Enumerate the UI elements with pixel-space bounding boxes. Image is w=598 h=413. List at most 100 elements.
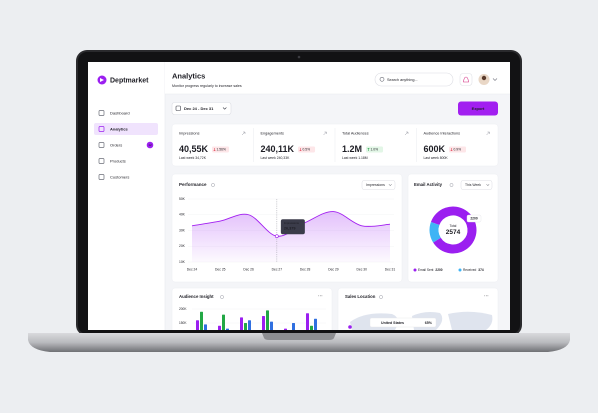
search-icon [379,77,385,82]
legend-label: Received [463,268,477,272]
bar [196,320,199,330]
x-tick-label: Dec 30 [356,267,367,271]
export-button[interactable] [458,101,498,116]
stat-label: Total Audiences [342,132,369,136]
donut-segment [429,221,441,243]
info-icon [220,295,224,299]
nav-item[interactable]: Analytics [110,126,129,131]
stat-change: 0.5% [303,148,311,152]
info-icon [211,183,215,187]
x-tick-label: Dec 28 [300,267,311,271]
bar [270,321,273,330]
brand-name: Deptmarket [110,77,149,84]
laptop-notch [262,333,336,340]
search-box[interactable] [374,72,454,87]
performance-filter[interactable] [361,180,396,190]
more-menu: ⋯ [318,293,323,299]
stat-label: Impressions [179,132,200,136]
legend-label: Email Sent [418,268,434,272]
bar [218,325,221,330]
nav-item[interactable]: Customers [110,174,129,179]
info-icon [379,295,383,299]
avatar-chevron [492,78,498,81]
email-filter-label[interactable]: This Week [465,183,481,187]
stat-change: 1.0% [371,148,379,152]
bar [244,323,247,330]
export-label[interactable]: Export [472,106,485,111]
stat-change-badge [366,146,384,153]
location-country: United States [381,321,404,325]
page-title: Analytics [172,71,205,80]
nav-icon [98,158,105,164]
camera [297,55,301,59]
donut-callout-value: 2200 [470,217,478,221]
filter-chevron [388,184,392,186]
location-share: 65% [425,321,433,325]
location-pin [348,325,352,329]
tooltip-value: 26,379 [284,227,296,231]
stat-label: Engagements [261,132,285,136]
location-label-box [369,317,437,328]
more-menu: ⋯ [484,293,489,299]
performance-area [192,211,390,262]
calendar-icon [175,105,181,111]
stat-last-week: Last week 240,33K [261,156,291,160]
search-placeholder: Search anything... [387,78,418,82]
date-range: Dec 24 - Dec 31 [184,106,214,111]
nav-icon [98,142,105,148]
y-tick-label: 200K [179,307,187,311]
tooltip-box [280,219,305,235]
legend-value: 374 [478,268,484,272]
audience-insight-title: Audience Insight [179,294,214,299]
stat-expand-icon [241,131,246,136]
y-tick-label: 10K [179,260,186,264]
email-activity-card [407,173,499,283]
donut-callout [466,214,482,223]
bar [310,325,313,330]
bar [262,316,265,330]
email-filter[interactable] [460,180,493,190]
nav-icon [98,126,105,132]
y-tick-label: 40K [179,213,186,217]
sales-location-title: Sales Location [345,294,376,299]
stat-change-badge [212,146,230,153]
y-tick-label: 20K [179,244,186,248]
tooltip-label: Impressions [284,221,300,225]
donut-segment [430,206,477,254]
bar [222,314,225,330]
date-chevron [222,107,227,110]
nav-item[interactable]: Dashboard [110,110,130,115]
nav-icon [98,110,105,116]
brand-logo-mark [100,78,104,82]
stat-expand-icon [486,131,490,136]
x-tick-label: Dec 25 [215,267,226,271]
performance-filter-label[interactable]: Impressions [366,183,385,187]
y-tick-label: 30K [179,228,186,232]
page-subtitle: Monitor progress regularly to increase s… [172,84,242,88]
nav-active-bg [94,123,158,135]
stat-change: 1.56% [217,148,226,152]
date-range-button[interactable] [171,102,232,115]
nav-item[interactable]: Products [110,158,126,163]
stat-last-week: Last week 1.18M [342,156,368,160]
stat-last-week: Last week 800K [424,156,449,160]
sidebar [88,62,165,330]
stat-trend-arrow [299,148,302,152]
info-icon [449,183,454,187]
x-tick-label: Dec 27 [272,267,283,271]
stat-value: 40,55K [179,144,209,154]
nav-item[interactable]: Orders [110,142,122,147]
stat-change-badge [298,146,316,153]
notification-button[interactable] [459,73,473,86]
bar [292,323,295,330]
screen: Deptmarket Dashboard Analytics Orders 12 Prod… [88,62,510,330]
bar [314,318,317,330]
stat-trend-arrow [450,148,453,152]
laptop-base [28,333,570,352]
donut-center-label: Total [450,224,457,228]
stat-trend-arrow [367,147,370,151]
stat-trend-arrow [213,148,216,152]
bar [240,317,243,330]
stat-last-week: Last week 34,72K [179,156,207,160]
bell-icon [463,76,469,83]
